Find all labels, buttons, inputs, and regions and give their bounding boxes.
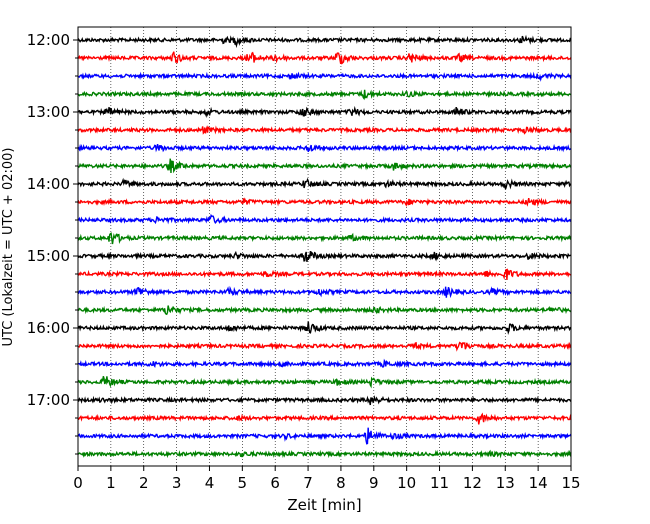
trace-row-1730: [77, 427, 572, 445]
x-tick-label: 1: [106, 474, 116, 492]
x-tick-label: 3: [172, 474, 182, 492]
x-tick-label: 0: [73, 474, 83, 492]
trace-row-1715: [77, 412, 572, 425]
trace-row-1745: [77, 449, 572, 459]
trace-row-1500: [77, 250, 572, 262]
plot-frame: [77, 26, 572, 467]
traces: [77, 34, 572, 459]
x-tick-label: 13: [496, 474, 515, 492]
y-tick-label: 13:00: [27, 103, 70, 121]
trace-row-1230: [77, 71, 572, 82]
trace-row-1330: [77, 143, 572, 153]
trace-row-1515: [77, 268, 572, 281]
trace-row-1445: [77, 232, 572, 245]
x-tick-label: 8: [336, 474, 346, 492]
trace-row-1430: [77, 213, 572, 225]
y-axis-title: UTC (Lokalzeit = UTC + 02:00): [1, 148, 16, 347]
y-tick-label: 14:00: [27, 175, 70, 193]
trace-row-1215: [77, 51, 572, 65]
x-tick-label: 12: [463, 474, 482, 492]
x-tick-label: 4: [205, 474, 215, 492]
trace-row-1315: [77, 124, 572, 135]
trace-row-1615: [77, 341, 572, 352]
x-axis-ticks: 0 1 2 3 4 5 6 7 8 9 10 11 12 13 14 15: [73, 466, 581, 492]
trace-row-1400: [77, 177, 572, 190]
trace-row-1545: [78, 305, 572, 316]
x-tick-label: 5: [238, 474, 248, 492]
x-tick-label: 2: [139, 474, 149, 492]
x-tick-label: 11: [430, 474, 449, 492]
trace-row-1700: [77, 395, 572, 406]
y-axis-ticks: 12:00 13:00 14:00 15:00 16:00 17:00: [27, 31, 78, 455]
x-tick-label: 15: [561, 474, 580, 492]
x-tick-label: 7: [303, 474, 313, 492]
x-tick-label: 6: [270, 474, 280, 492]
y-tick-label: 12:00: [27, 31, 70, 49]
trace-row-1600: [77, 321, 572, 335]
trace-row-1415: [77, 197, 572, 207]
trace-row-1345: [77, 158, 572, 174]
x-grid: [110, 27, 539, 466]
y-tick-label: 17:00: [27, 391, 70, 409]
x-axis-title: Zeit [min]: [287, 496, 361, 514]
trace-row-1645: [77, 376, 572, 389]
trace-row-1300: [77, 105, 572, 119]
x-tick-label: 9: [369, 474, 379, 492]
trace-row-1245: [77, 89, 572, 101]
x-tick-label: 14: [529, 474, 548, 492]
x-tick-label: 10: [397, 474, 416, 492]
trace-row-1200: [77, 34, 572, 49]
trace-row-1630: [77, 358, 572, 369]
y-tick-label: 15:00: [27, 247, 70, 265]
y-tick-label: 16:00: [27, 319, 70, 337]
trace-row-1530: [77, 285, 572, 299]
